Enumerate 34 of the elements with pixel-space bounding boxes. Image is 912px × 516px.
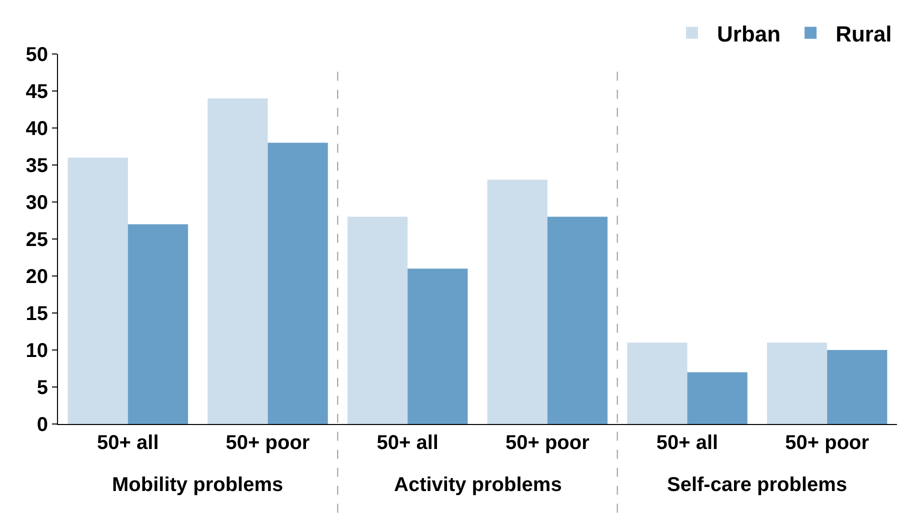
y-tick-label: 45 <box>26 81 48 103</box>
y-tick-label: 0 <box>36 414 48 436</box>
y-tick-label: 20 <box>26 266 48 288</box>
y-tick-label: 10 <box>26 340 48 362</box>
x-tick-label: 50+ poor <box>785 432 870 454</box>
bar <box>408 268 468 424</box>
y-tick-label: 50 <box>26 44 48 66</box>
text: Activity problems <box>394 474 562 496</box>
x-tick-label: 50+ all <box>376 432 438 454</box>
x-tick-label: 50+ poor <box>505 432 590 454</box>
bar <box>766 342 828 424</box>
y-tick-label: 25 <box>26 229 48 251</box>
legend-label: Urban <box>717 21 781 46</box>
bar <box>128 224 188 424</box>
bar <box>487 180 548 424</box>
bar <box>627 342 688 424</box>
text: Mobility problems <box>112 474 284 496</box>
x-tick-label: 50+ poor <box>226 432 310 454</box>
x-tick-label: 50+ all <box>656 432 718 454</box>
text: Self-care problems <box>667 474 848 496</box>
y-tick-label: 15 <box>26 303 48 325</box>
y-tick-label: 5 <box>36 377 48 399</box>
bar <box>827 350 888 424</box>
bar <box>208 98 268 424</box>
legend-label: Rural <box>836 21 892 46</box>
x-tick-label: 50+ all <box>97 432 159 454</box>
bar <box>347 216 408 424</box>
bar <box>268 142 328 424</box>
y-tick-label: 30 <box>26 192 48 214</box>
y-tick-label: 40 <box>26 118 48 140</box>
bar <box>68 158 128 424</box>
bar <box>687 372 748 424</box>
bar <box>547 216 608 424</box>
y-tick-label: 35 <box>26 155 48 177</box>
